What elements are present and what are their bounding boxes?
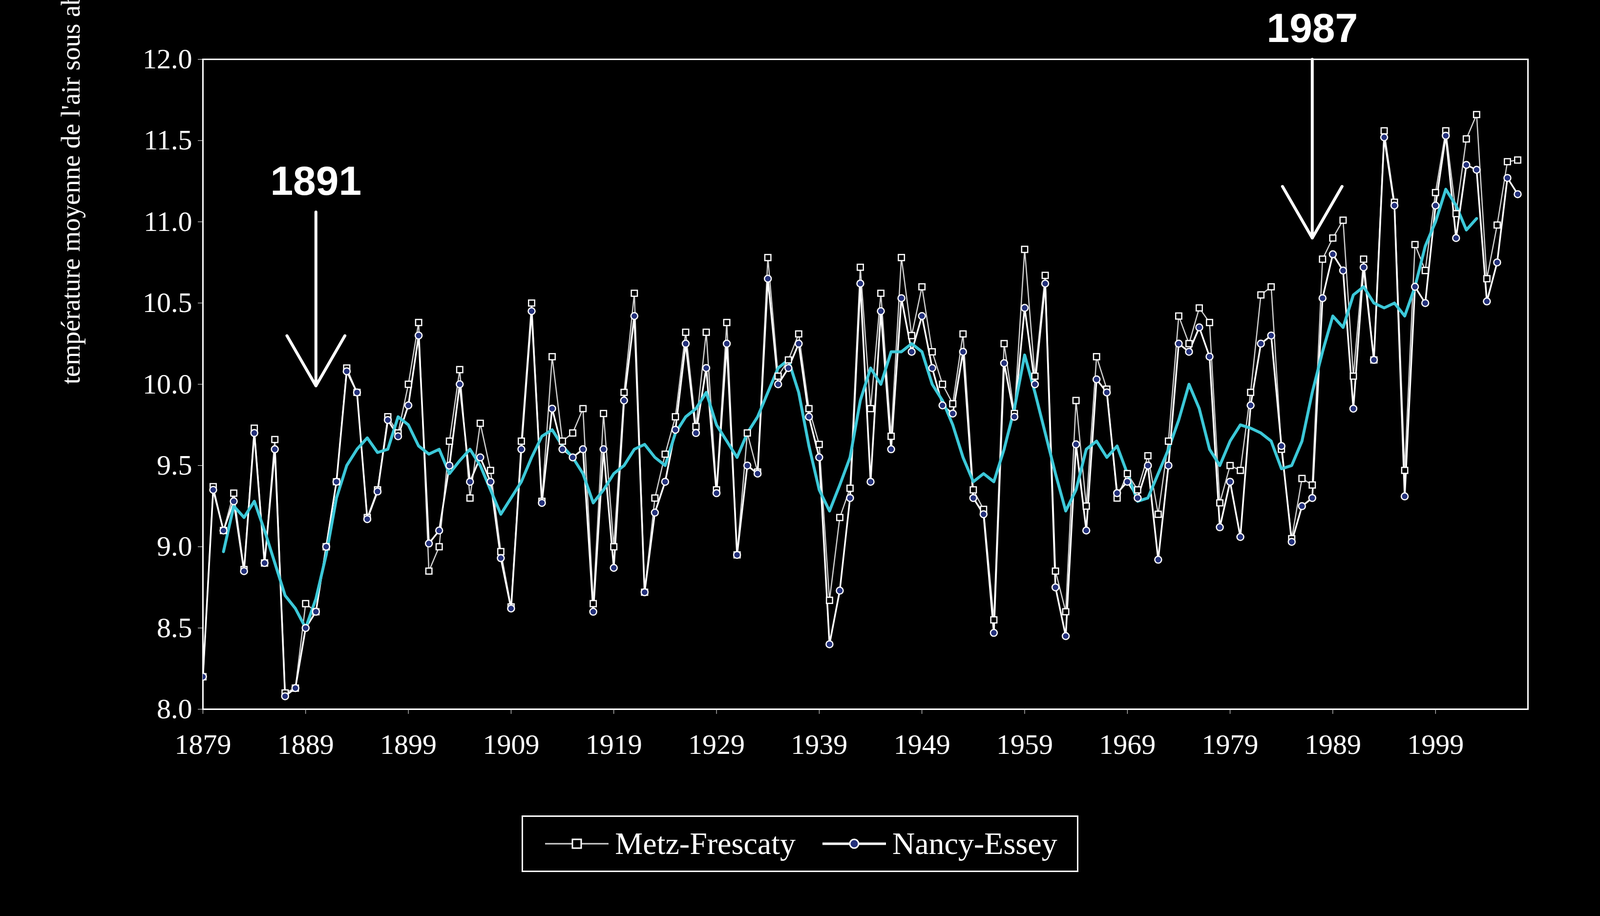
svg-text:1899: 1899 [379,728,437,761]
svg-text:1939: 1939 [790,728,848,761]
svg-text:9.0: 9.0 [156,530,193,563]
svg-text:10.5: 10.5 [142,286,193,319]
svg-text:1879: 1879 [174,728,232,761]
svg-text:1987: 1987 [1266,4,1358,51]
svg-text:1919: 1919 [585,728,643,761]
svg-text:1969: 1969 [1098,728,1156,761]
html-text:Metz-Frescaty: Metz-Frescaty [615,826,796,862]
svg-text:1891: 1891 [270,157,362,204]
svg-text:1909: 1909 [482,728,540,761]
svg-text:9.5: 9.5 [156,449,193,482]
svg-text:8.0: 8.0 [156,693,193,725]
svg-text:température moyenne de l'air s: température moyenne de l'air sous abri (… [56,0,86,385]
svg-text:1889: 1889 [277,728,335,761]
svg-text:1929: 1929 [688,728,745,761]
svg-text:1959: 1959 [996,728,1053,761]
svg-text:8.5: 8.5 [156,611,193,644]
svg-text:11.0: 11.0 [143,205,192,238]
svg-text:1989: 1989 [1304,728,1362,761]
svg-text:1999: 1999 [1407,728,1464,761]
svg-text:12.0: 12.0 [142,42,193,75]
svg-text:11.5: 11.5 [143,124,192,156]
svg-text:10.0: 10.0 [142,368,193,400]
svg-text:1979: 1979 [1201,728,1259,761]
html-text:Nancy-Essey: Nancy-Essey [892,826,1058,862]
svg-text:1949: 1949 [893,728,951,761]
